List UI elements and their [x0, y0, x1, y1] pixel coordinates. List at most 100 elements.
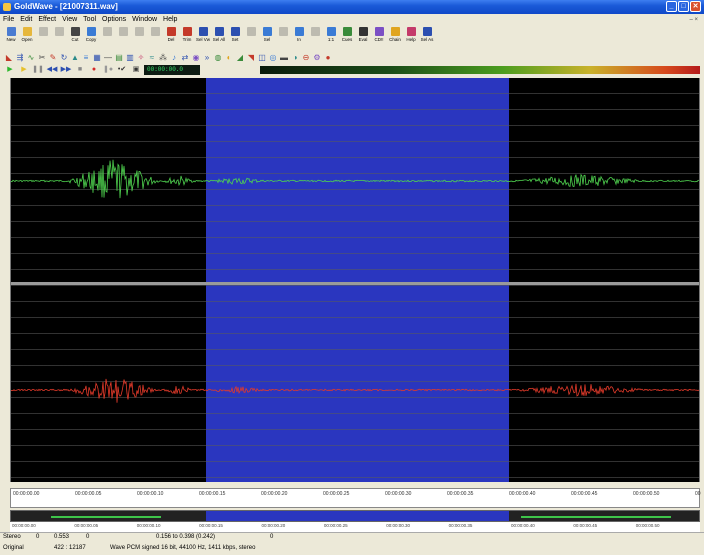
- in-button[interactable]: In: [292, 25, 306, 42]
- all-button[interactable]: [244, 25, 258, 37]
- time-tick-label: 00:00:00.15: [199, 491, 226, 497]
- pencil-icon[interactable]: ✎: [49, 52, 57, 62]
- filter-icon[interactable]: ⇶: [16, 52, 24, 62]
- time-tick-label: 00:00:00.05: [75, 491, 102, 497]
- replace-button[interactable]: [148, 25, 162, 37]
- zoom-prev-button[interactable]: [276, 25, 290, 37]
- stereo-icon[interactable]: ◎: [269, 52, 277, 62]
- play-icon[interactable]: ▶: [7, 66, 13, 73]
- undo-button[interactable]: [52, 25, 66, 37]
- mechanize-icon[interactable]: ⚙: [313, 52, 321, 62]
- right-channel[interactable]: [11, 285, 699, 482]
- menu-options[interactable]: Options: [102, 16, 127, 23]
- record-icon[interactable]: ●: [91, 66, 97, 73]
- select-view-icon: [198, 27, 208, 36]
- sel-as-button[interactable]: Sel As: [420, 25, 434, 42]
- 1-1-button[interactable]: 1:1: [324, 25, 338, 42]
- magic-icon[interactable]: ✧: [137, 52, 145, 62]
- stop-icon[interactable]: ■: [77, 66, 83, 73]
- trim-button[interactable]: Trim: [180, 25, 194, 42]
- speed-icon[interactable]: »: [204, 52, 210, 62]
- paste-button[interactable]: [100, 25, 114, 37]
- reverse-icon[interactable]: ⇄: [181, 52, 189, 62]
- undo-icon: [54, 27, 64, 36]
- menu-tool[interactable]: Tool: [83, 16, 97, 23]
- overview-time-axis: 00:00:00.00 00:00:00.05 00:00:00.10 00:00:0…: [10, 522, 700, 532]
- cut-button[interactable]: Cut: [68, 25, 82, 42]
- chain-button[interactable]: Chain: [388, 25, 402, 42]
- wave-icon[interactable]: ∿: [27, 52, 35, 62]
- flanger-icon[interactable]: ≈: [149, 52, 155, 62]
- maximize-button[interactable]: □: [678, 1, 689, 12]
- menu-view[interactable]: View: [62, 16, 78, 23]
- menu-file[interactable]: File: [3, 16, 15, 23]
- menu-effect[interactable]: Effect: [38, 16, 57, 23]
- minimize-button[interactable]: _: [666, 1, 677, 12]
- speaker-icon[interactable]: ◣: [5, 52, 13, 62]
- volume-icon[interactable]: ◐: [226, 52, 232, 62]
- paste-new-button[interactable]: [116, 25, 130, 37]
- loop-icon[interactable]: ↻: [60, 52, 68, 62]
- limiter-icon[interactable]: ▬: [280, 52, 288, 62]
- del-button[interactable]: Del: [164, 25, 178, 42]
- zoom-out-button[interactable]: [308, 25, 322, 37]
- status-value-2: 0: [86, 534, 90, 540]
- reverb-icon[interactable]: ◉: [192, 52, 200, 62]
- mountain-icon[interactable]: ▲: [71, 52, 79, 62]
- close-button[interactable]: ✕: [690, 1, 701, 12]
- resample-icon[interactable]: ●: [325, 52, 331, 62]
- play-selection-icon[interactable]: ▶: [21, 66, 27, 73]
- menu-window[interactable]: Window: [132, 16, 158, 23]
- mdi-window-controls[interactable]: – ×: [689, 16, 698, 23]
- doppler-icon[interactable]: ◑: [292, 52, 298, 62]
- overview-selection[interactable]: [206, 511, 509, 521]
- fade-in-icon[interactable]: ◢: [236, 52, 244, 62]
- fade-out-icon[interactable]: ◥: [247, 52, 255, 62]
- pitch-icon[interactable]: ♪: [172, 52, 176, 62]
- status-value-1: 0: [36, 534, 40, 540]
- sel-all-button[interactable]: Sel All: [212, 25, 226, 42]
- status-row-2: Original 422 : 12187 Wave PCM signed 16 …: [0, 544, 704, 555]
- echo-icon[interactable]: ◍: [214, 52, 222, 62]
- sel-vw-button[interactable]: Sel Vw: [196, 25, 210, 42]
- sel-button[interactable]: Sel: [260, 25, 274, 42]
- copy-button[interactable]: Copy: [84, 25, 98, 42]
- properties-icon[interactable]: ▣: [132, 66, 140, 73]
- rewind-icon[interactable]: ◀◀: [46, 66, 58, 73]
- status-row-1: Stereo 0 0.553 0 0.156 to 0.398 (0.242) …: [0, 533, 704, 544]
- file-length: 0.553: [54, 534, 70, 540]
- record-pause-icon[interactable]: ❚●: [102, 66, 114, 73]
- zoom-out-icon: [310, 27, 320, 36]
- save-button[interactable]: [36, 25, 50, 37]
- open-button[interactable]: Open: [20, 25, 34, 42]
- cd-button[interactable]: CD!!: [372, 25, 386, 42]
- toolbar-button-label: Sel All: [212, 37, 226, 42]
- status-bar: Stereo 0 0.553 0 0.156 to 0.398 (0.242) …: [0, 532, 704, 555]
- overview-strip[interactable]: [10, 510, 700, 522]
- status-value-3: 0: [270, 534, 274, 540]
- help-button[interactable]: Help: [404, 25, 418, 42]
- time-tick-label: 00:00:00.45: [573, 523, 598, 528]
- cues-button[interactable]: Cues: [340, 25, 354, 42]
- menu-help[interactable]: Help: [163, 16, 178, 23]
- channel-mode: Stereo: [3, 534, 21, 540]
- pause-icon[interactable]: ❚❚: [32, 66, 44, 73]
- compressor-icon[interactable]: ◫: [258, 52, 266, 62]
- eval-button[interactable]: Eval: [356, 25, 370, 42]
- mix-button[interactable]: [132, 25, 146, 37]
- waveform-view[interactable]: [10, 78, 700, 482]
- set-button[interactable]: Set: [228, 25, 242, 42]
- equalizer-icon[interactable]: ▥: [126, 52, 134, 62]
- grid-icon[interactable]: ▦: [93, 52, 101, 62]
- fast-forward-icon[interactable]: ▶▶: [60, 66, 72, 73]
- menu-edit[interactable]: Edit: [20, 16, 33, 23]
- cut-effect-icon[interactable]: ✂: [38, 52, 46, 62]
- noise-icon[interactable]: ⁂: [159, 52, 167, 62]
- invert-icon[interactable]: ⊖: [302, 52, 310, 62]
- left-channel[interactable]: [11, 78, 699, 283]
- eq-icon[interactable]: ≡: [83, 52, 89, 62]
- new-button[interactable]: New: [4, 25, 18, 42]
- set-play-icon[interactable]: •✔: [117, 66, 127, 73]
- line-icon[interactable]: ―: [104, 52, 112, 62]
- chart-icon[interactable]: ▤: [115, 52, 123, 62]
